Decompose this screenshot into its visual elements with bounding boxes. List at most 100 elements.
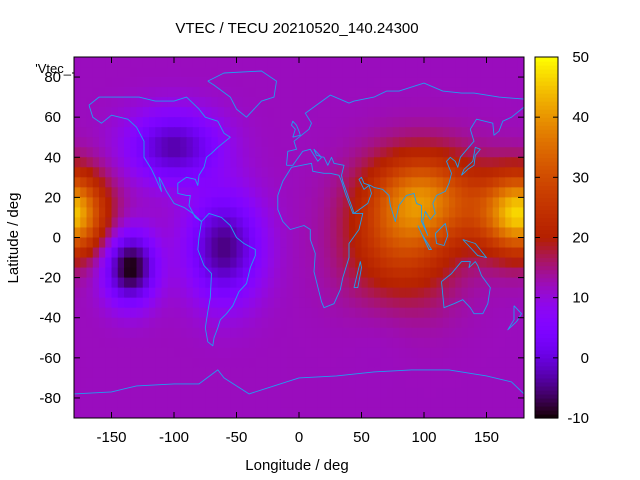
heat-cell (499, 287, 506, 299)
heat-cell (355, 347, 363, 359)
heat-cell (261, 157, 269, 168)
heat-cell (361, 217, 369, 229)
heat-cell (180, 107, 188, 118)
heat-cell (161, 207, 169, 219)
heat-cell (136, 317, 144, 329)
heat-cell (392, 297, 400, 309)
heat-cell (330, 347, 338, 359)
heat-cell (330, 377, 338, 389)
heat-cell (299, 317, 306, 329)
heat-cell (274, 377, 281, 389)
heat-cell (199, 237, 206, 249)
heat-cell (74, 277, 81, 289)
heat-cell (505, 387, 513, 399)
heat-cell (486, 87, 494, 98)
heat-cell (430, 167, 438, 178)
heat-cell (105, 127, 113, 138)
heat-cell (242, 227, 250, 239)
heat-cell (311, 97, 319, 108)
heat-cell (430, 357, 438, 369)
heat-cell (249, 367, 256, 379)
heat-cell (480, 407, 488, 418)
heat-cell (92, 87, 100, 98)
heat-cell (499, 197, 506, 209)
x-tick-label: -150 (96, 429, 126, 446)
heat-cell (186, 357, 194, 369)
heat-cell (192, 247, 200, 259)
heat-cell (417, 297, 425, 309)
heat-cell (380, 357, 388, 369)
heat-cell (424, 167, 431, 178)
heat-cell (367, 217, 375, 229)
heat-cell (449, 357, 456, 369)
heat-cell (117, 127, 125, 138)
heat-cell (474, 267, 481, 279)
heat-cell (330, 357, 338, 369)
heat-cell (242, 267, 250, 279)
heat-cell (317, 207, 325, 219)
heat-cell (199, 377, 206, 389)
heat-cell (299, 207, 306, 219)
heat-cell (236, 377, 244, 389)
heat-cell (236, 237, 244, 249)
heat-cell (261, 227, 269, 239)
heat-cell (411, 197, 419, 209)
heat-cell (92, 137, 100, 148)
heat-cell (274, 117, 281, 128)
colorbar-tick-label: 30 (572, 169, 589, 186)
heat-cell (424, 327, 431, 339)
heat-cell (411, 397, 419, 409)
heat-cell (517, 87, 524, 98)
heat-cell (367, 397, 375, 409)
heat-cell (199, 287, 206, 299)
heat-cell (349, 97, 356, 108)
heat-cell (417, 327, 425, 339)
heat-cell (330, 387, 338, 399)
heat-cell (399, 147, 406, 158)
colorbar-band (535, 205, 558, 211)
heat-cell (86, 57, 94, 68)
heat-cell (267, 77, 275, 88)
heat-cell (180, 387, 188, 399)
heat-cell (174, 407, 181, 418)
heat-cell (374, 287, 381, 299)
heat-cell (117, 97, 125, 108)
heat-cell (361, 307, 369, 319)
heat-cell (386, 297, 394, 309)
heat-cell (274, 337, 281, 349)
heat-cell (149, 397, 156, 409)
heat-cell (461, 97, 469, 108)
heat-cell (436, 307, 444, 319)
heat-cell (474, 357, 481, 369)
heat-cell (174, 227, 181, 239)
heat-cell (455, 77, 463, 88)
heat-cell (74, 317, 81, 329)
heat-cell (117, 317, 125, 329)
heat-cell (461, 57, 469, 68)
heat-cell (192, 77, 200, 88)
heat-cell (174, 277, 181, 289)
heat-cell (124, 347, 131, 359)
heat-cell (505, 97, 513, 108)
heat-cell (424, 227, 431, 239)
heat-cell (199, 347, 206, 359)
heat-cell (230, 307, 238, 319)
heat-cell (505, 187, 513, 198)
heat-cell (211, 247, 219, 259)
heat-cell (455, 307, 463, 319)
heat-cell (480, 147, 488, 158)
y-tick-label: 60 (44, 109, 61, 126)
colorbar-band (535, 293, 558, 299)
heat-cell (455, 357, 463, 369)
heat-cell (224, 157, 231, 168)
heat-cell (492, 157, 500, 168)
heat-cell (205, 237, 213, 249)
heat-cell (92, 357, 100, 369)
heat-cell (111, 257, 119, 269)
heat-cell (405, 147, 413, 158)
heat-cell (417, 197, 425, 209)
heat-cell (124, 107, 131, 118)
heat-cell (255, 337, 263, 349)
heat-cell (86, 87, 94, 98)
heat-cell (336, 197, 344, 209)
